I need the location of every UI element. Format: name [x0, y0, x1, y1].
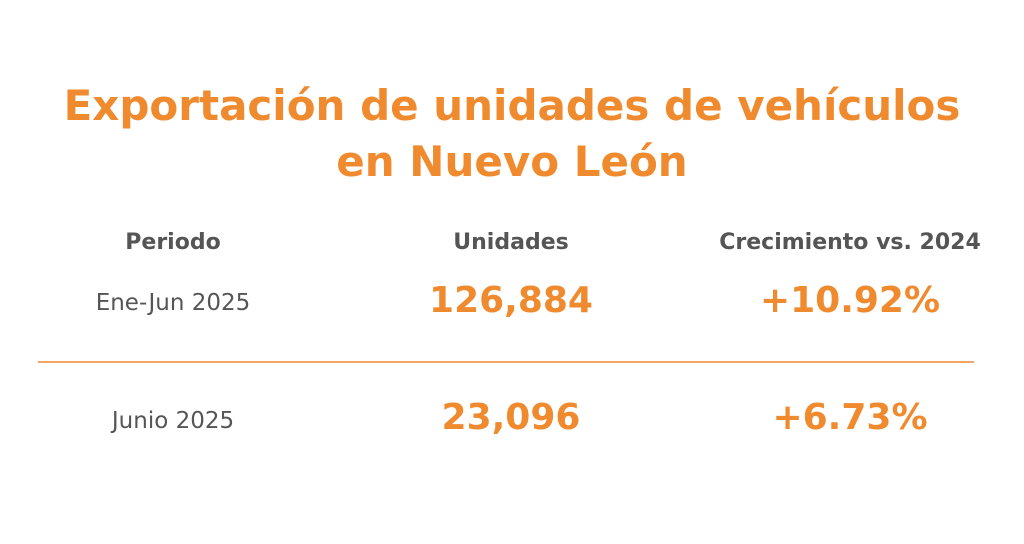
title-line-2: en Nuevo León	[336, 137, 688, 186]
row-divider	[38, 361, 974, 363]
page-title: Exportación de unidades de vehículos en …	[0, 78, 1024, 190]
row-1-unidades: 126,884	[429, 280, 593, 321]
row-2-periodo: Junio 2025	[111, 408, 235, 434]
header-unidades: Unidades	[453, 230, 569, 255]
row-1-periodo: Ene-Jun 2025	[95, 290, 251, 316]
row-1-crecimiento: +10.92%	[759, 280, 941, 321]
header-crecimiento: Crecimiento vs. 2024	[719, 230, 981, 255]
title-line-1: Exportación de unidades de vehículos	[63, 81, 961, 130]
header-periodo: Periodo	[125, 230, 221, 255]
row-2-unidades: 23,096	[441, 397, 581, 438]
row-2-crecimiento: +6.73%	[772, 397, 928, 438]
